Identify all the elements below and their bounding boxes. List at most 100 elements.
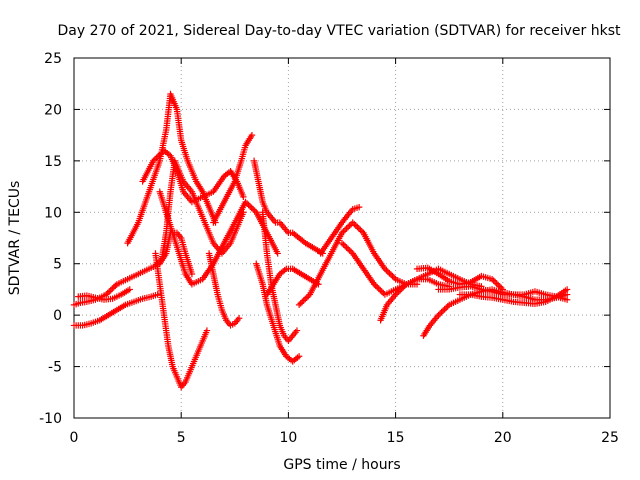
data-point bbox=[400, 284, 407, 291]
data-point bbox=[151, 156, 159, 163]
y-tick-label: 0 bbox=[53, 308, 62, 324]
data-point bbox=[344, 223, 352, 231]
data-point bbox=[352, 222, 359, 229]
x-tick-label: 20 bbox=[494, 430, 512, 446]
data-point bbox=[377, 286, 384, 294]
x-axis: 0 5 10 15 20 25 bbox=[70, 58, 619, 446]
data-point bbox=[491, 278, 499, 286]
x-tick-label: 5 bbox=[177, 430, 186, 446]
data-point bbox=[488, 275, 496, 283]
data-point bbox=[389, 273, 396, 280]
data-point bbox=[349, 219, 356, 226]
y-axis: -10 -5 0 5 10 15 20 25 bbox=[39, 51, 610, 427]
data-point bbox=[112, 282, 119, 289]
data-point bbox=[343, 244, 350, 251]
data-point bbox=[442, 304, 450, 311]
data-point bbox=[355, 225, 363, 232]
x-axis-label: GPS time / hours bbox=[283, 457, 400, 473]
data-point bbox=[355, 203, 363, 211]
data-point bbox=[104, 289, 111, 297]
data-point bbox=[305, 292, 312, 300]
data-point bbox=[243, 200, 251, 207]
series-arc-l bbox=[253, 260, 303, 365]
x-tick-label: 0 bbox=[70, 430, 79, 446]
data-point bbox=[374, 284, 381, 291]
data-point bbox=[438, 309, 445, 316]
data-point bbox=[300, 297, 307, 304]
series-arc-j bbox=[250, 157, 326, 257]
data-point bbox=[383, 267, 390, 274]
data-point bbox=[563, 296, 571, 303]
series-arc-i bbox=[205, 250, 243, 329]
data-point bbox=[357, 226, 364, 234]
data-point bbox=[338, 229, 346, 237]
y-axis-label: SDTVAR / TECUs bbox=[7, 181, 23, 296]
data-point bbox=[343, 225, 350, 232]
series-arc-e bbox=[210, 131, 256, 226]
data-point bbox=[495, 281, 502, 289]
series-arc-o bbox=[317, 203, 363, 257]
data-point bbox=[346, 247, 353, 254]
data-point bbox=[436, 310, 444, 317]
data-point bbox=[351, 220, 358, 228]
data-point bbox=[240, 209, 247, 216]
x-tick-label: 10 bbox=[279, 430, 297, 446]
series-arc-f bbox=[152, 250, 211, 391]
data-point bbox=[156, 151, 163, 159]
data-point bbox=[493, 280, 500, 287]
data-point bbox=[444, 303, 451, 310]
data-points bbox=[70, 90, 571, 391]
series-arc-v bbox=[154, 157, 247, 267]
data-point bbox=[381, 265, 389, 273]
data-point bbox=[248, 131, 256, 139]
y-tick-label: 5 bbox=[53, 257, 62, 273]
series-arc-d bbox=[156, 188, 281, 288]
data-point bbox=[387, 271, 395, 278]
data-point bbox=[298, 298, 306, 306]
data-point bbox=[498, 284, 505, 292]
series-arc-b bbox=[124, 90, 219, 247]
series-arc-g bbox=[70, 291, 161, 329]
data-point bbox=[341, 226, 349, 234]
x-tick-label: 25 bbox=[601, 430, 619, 446]
data-point bbox=[386, 270, 393, 277]
data-point bbox=[150, 157, 157, 165]
data-point bbox=[293, 327, 301, 334]
data-point bbox=[235, 315, 243, 322]
data-point bbox=[109, 285, 116, 292]
data-point bbox=[435, 311, 442, 319]
data-point bbox=[106, 288, 113, 295]
data-point bbox=[245, 201, 252, 209]
y-tick-label: 20 bbox=[44, 102, 62, 118]
data-point bbox=[295, 301, 303, 309]
data-point bbox=[490, 277, 497, 284]
data-point bbox=[274, 250, 281, 257]
series-arc-h bbox=[75, 286, 133, 303]
data-point bbox=[188, 270, 196, 278]
data-point bbox=[302, 295, 309, 303]
y-tick-label: -10 bbox=[39, 411, 62, 427]
data-point bbox=[496, 283, 503, 290]
data-point bbox=[338, 239, 346, 247]
chart-title: Day 270 of 2021, Sidereal Day-to-day VTE… bbox=[58, 23, 621, 39]
data-point bbox=[340, 228, 347, 235]
data-point bbox=[441, 306, 448, 313]
y-tick-label: 25 bbox=[44, 51, 62, 67]
data-point bbox=[126, 286, 133, 293]
data-point bbox=[372, 282, 379, 289]
y-tick-label: -5 bbox=[48, 360, 62, 376]
data-point bbox=[384, 268, 392, 275]
data-point bbox=[248, 204, 255, 212]
data-point bbox=[390, 274, 398, 281]
y-tick-label: 15 bbox=[44, 154, 62, 170]
data-point bbox=[354, 223, 361, 231]
plot-frame bbox=[73, 57, 611, 419]
data-point bbox=[393, 289, 401, 297]
data-point bbox=[392, 291, 399, 298]
data-point bbox=[563, 286, 571, 293]
data-point bbox=[346, 222, 353, 229]
data-point bbox=[370, 281, 378, 288]
data-point bbox=[110, 284, 118, 291]
grid bbox=[74, 58, 610, 418]
